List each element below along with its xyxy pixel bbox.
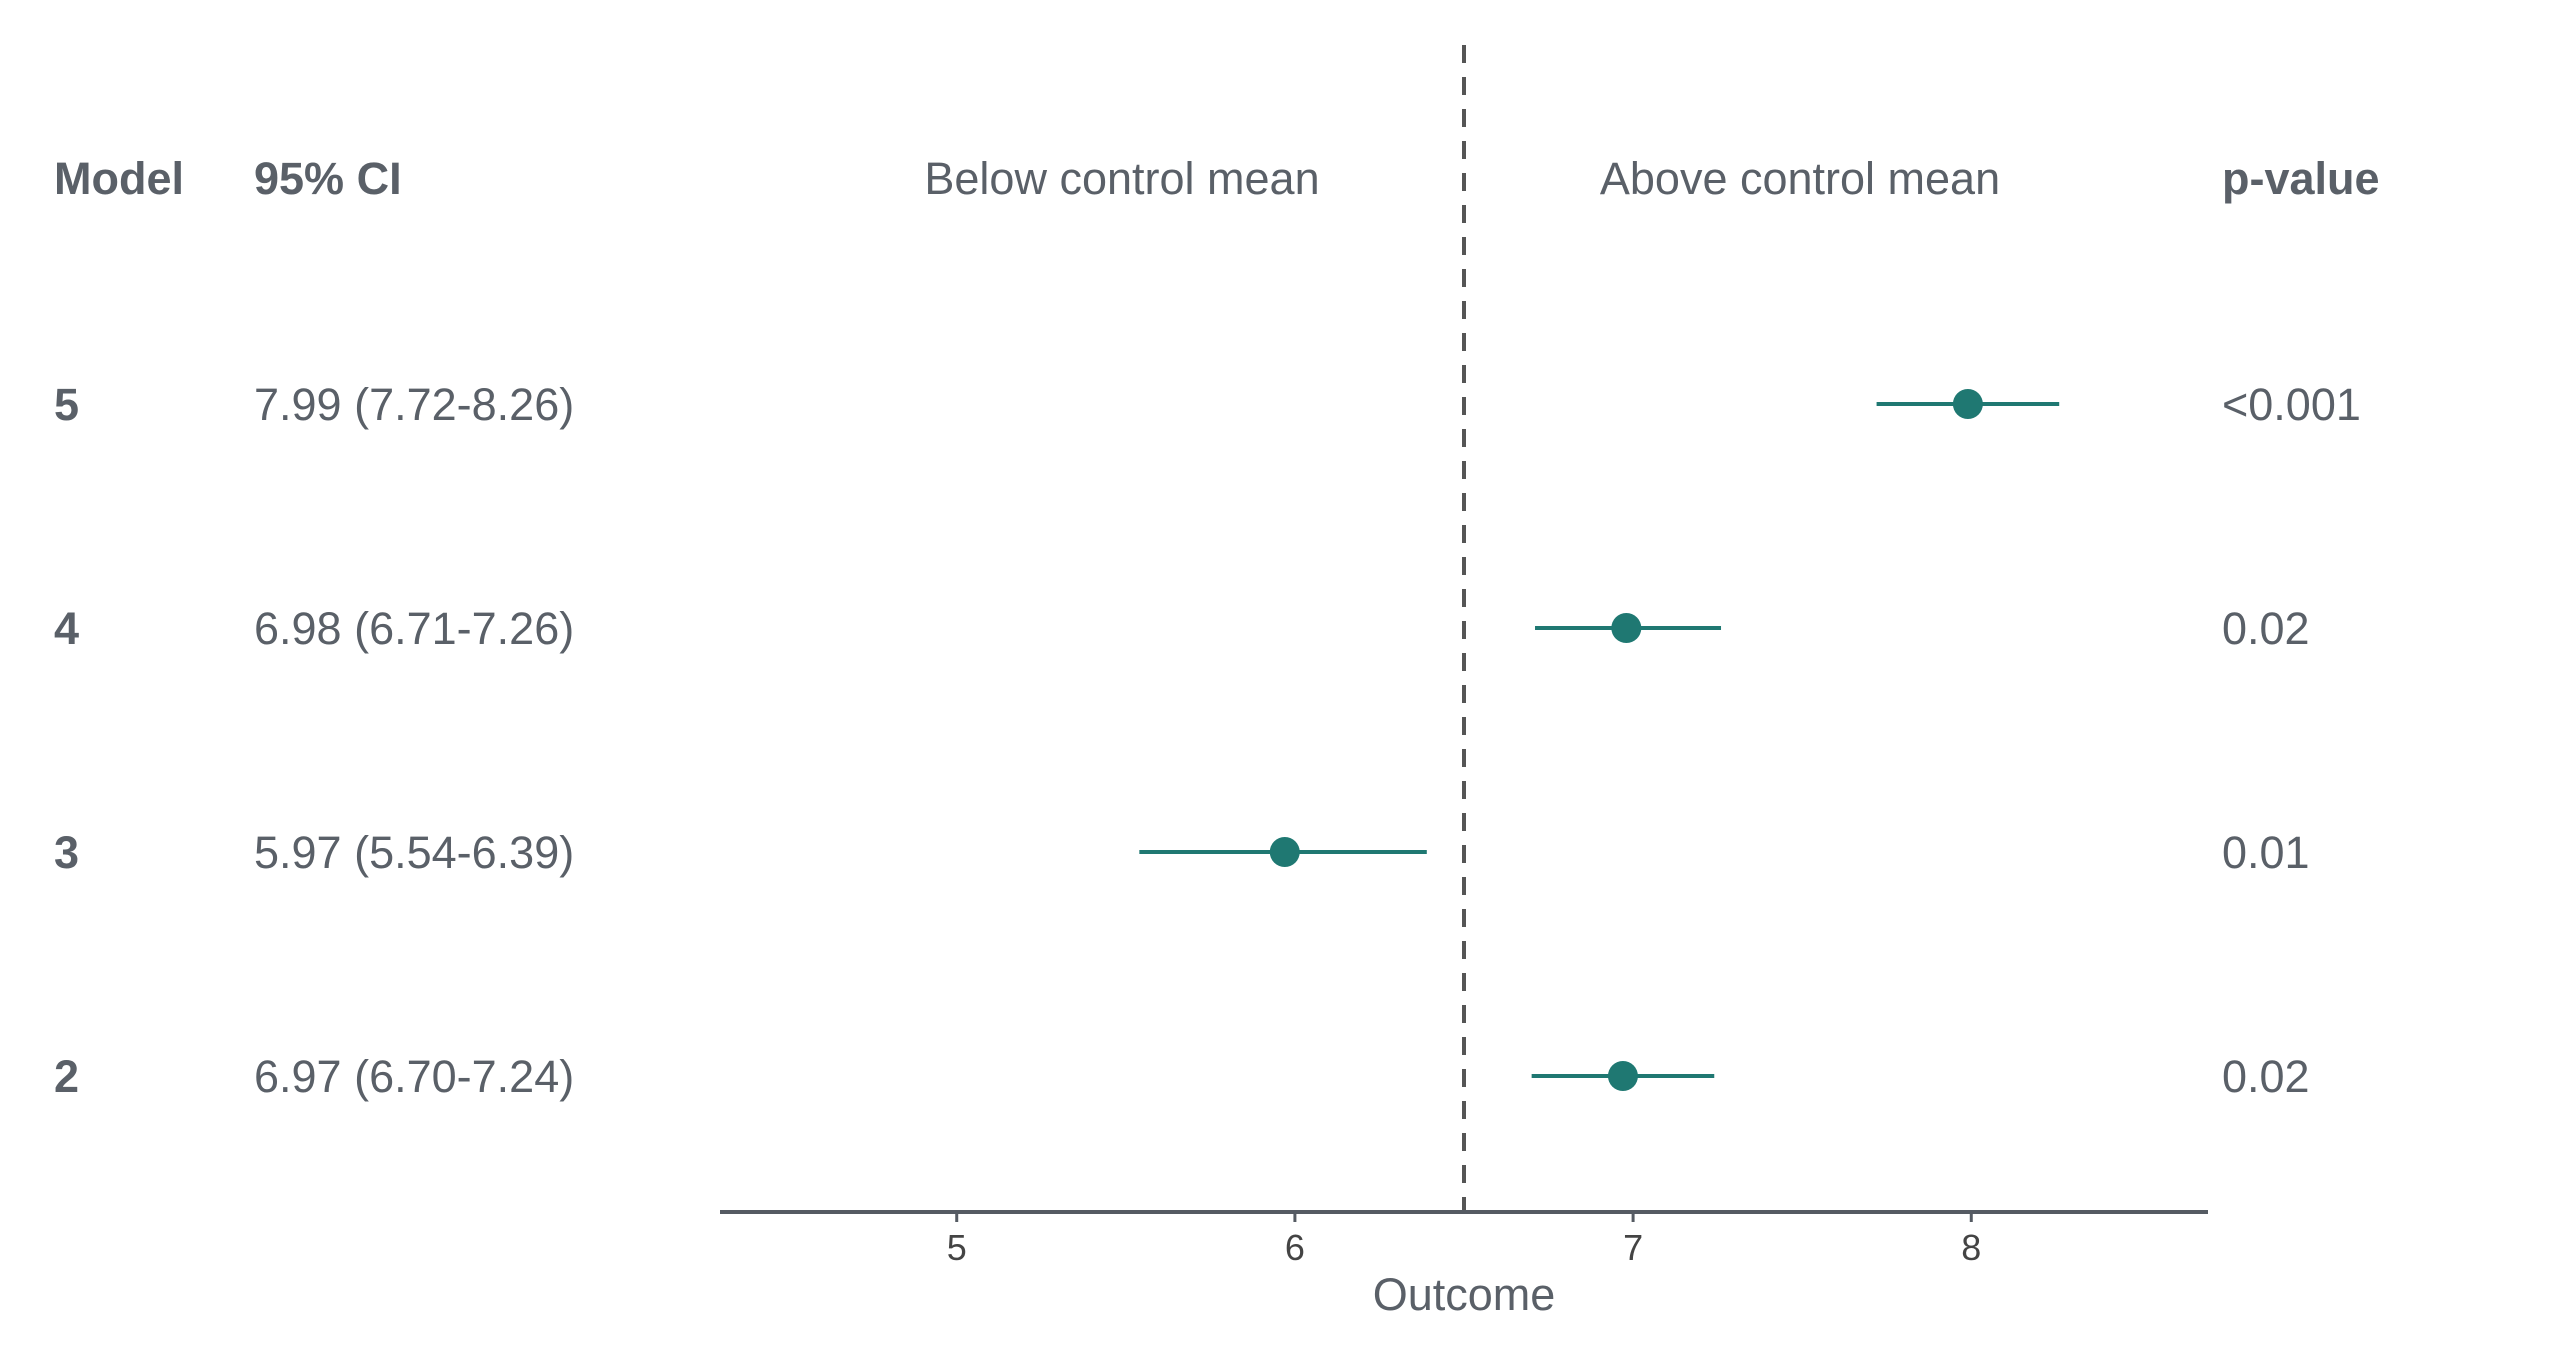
x-axis-ticks: 5 6 7 8	[947, 1212, 1981, 1268]
estimate-point	[1607, 1061, 1638, 1091]
x-tick-label: 5	[947, 1227, 967, 1268]
header-pvalue: p-value	[2222, 153, 2380, 204]
x-axis-label: Outcome	[1373, 1269, 1556, 1320]
forest-row: 5 7.99 (7.72-8.26) <0.001	[54, 379, 2361, 430]
p-value-label: 0.02	[2222, 603, 2310, 654]
estimate-point	[1952, 389, 1983, 419]
header-ci: 95% CI	[254, 153, 402, 204]
p-value-label: 0.02	[2222, 1051, 2310, 1102]
header-below-control: Below control mean	[924, 153, 1319, 204]
estimate-point	[1611, 613, 1642, 643]
x-tick-label: 7	[1623, 1227, 1643, 1268]
forest-row: 4 6.98 (6.71-7.26) 0.02	[54, 603, 2310, 654]
forest-row: 2 6.97 (6.70-7.24) 0.02	[54, 1051, 2310, 1102]
p-value-label: <0.001	[2222, 379, 2361, 430]
ci-label: 7.99 (7.72-8.26)	[254, 379, 574, 430]
estimate-point	[1269, 837, 1300, 867]
forest-rows: 5 7.99 (7.72-8.26) <0.001 4 6.98 (6.71-7.26)…	[54, 379, 2361, 1102]
ci-label: 6.98 (6.71-7.26)	[254, 603, 574, 654]
ci-label: 5.97 (5.54-6.39)	[254, 827, 574, 878]
x-tick-label: 6	[1285, 1227, 1305, 1268]
header-above-control: Above control mean	[1600, 153, 2000, 204]
p-value-label: 0.01	[2222, 827, 2310, 878]
forest-row: 3 5.97 (5.54-6.39) 0.01	[54, 827, 2310, 878]
model-label: 3	[54, 827, 79, 878]
model-label: 4	[54, 603, 79, 654]
header-model: Model	[54, 153, 184, 204]
x-tick-label: 8	[1961, 1227, 1981, 1268]
model-label: 2	[54, 1051, 79, 1102]
model-label: 5	[54, 379, 79, 430]
ci-label: 6.97 (6.70-7.24)	[254, 1051, 574, 1102]
